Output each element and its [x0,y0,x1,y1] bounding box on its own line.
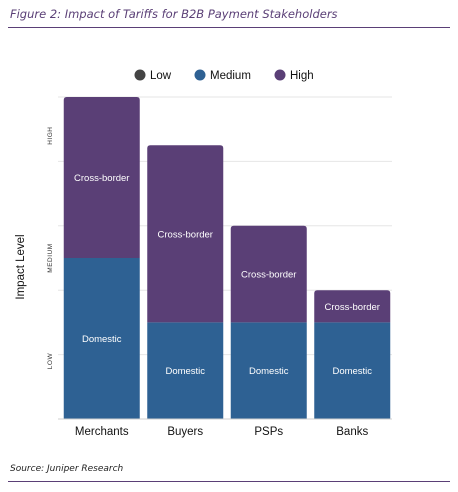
y-tick-label: HIGH [47,127,54,145]
legend: Low Medium High [134,69,314,82]
segment-label: Cross-border [241,270,296,281]
bars: Domestic Cross-border Domestic Cross-border… [63,97,391,419]
bar-segment [147,145,224,323]
x-tick-label: Buyers [167,426,203,438]
bar-segment [147,322,224,419]
bar-segment [230,225,307,323]
x-tick-label: PSPs [254,426,283,438]
segment-label: Cross-border [325,302,380,313]
stacked-bar-chart: Domestic Cross-border Domestic Cross-border… [15,69,392,438]
segment-label: Domestic [332,366,372,377]
legend-marker [134,69,146,81]
legend-marker [194,69,206,81]
x-tick-label: Banks [336,426,368,438]
bar-segment [314,322,391,419]
y-tick-label: LOW [47,353,54,370]
y-tick-label: MEDIUM [47,243,54,272]
segment-label: Domestic [165,366,205,377]
axes: Merchants Buyers PSPs Banks LOW MEDIUM HIGH Imp… [15,127,392,438]
legend-marker [274,69,286,81]
legend-label: Medium [210,70,251,82]
figure-title: Figure 2: Impact of Tariffs for B2B Paym… [10,7,338,21]
segment-label: Cross-border [158,229,213,240]
bar-segment [63,258,140,419]
y-axis-title: Impact Level [15,234,27,299]
segment-label: Domestic [82,334,122,345]
legend-label: High [290,70,314,82]
bottom-divider [8,481,450,482]
source-note: Source: Juniper Research [10,464,124,474]
title-divider [8,27,450,28]
bar-segment [230,322,307,419]
legend-label: Low [150,70,172,82]
x-tick-label: Merchants [75,426,129,438]
bar-segment [63,97,140,258]
bar-segment [314,290,391,323]
segment-label: Domestic [249,366,289,377]
segment-label: Cross-border [74,173,129,184]
